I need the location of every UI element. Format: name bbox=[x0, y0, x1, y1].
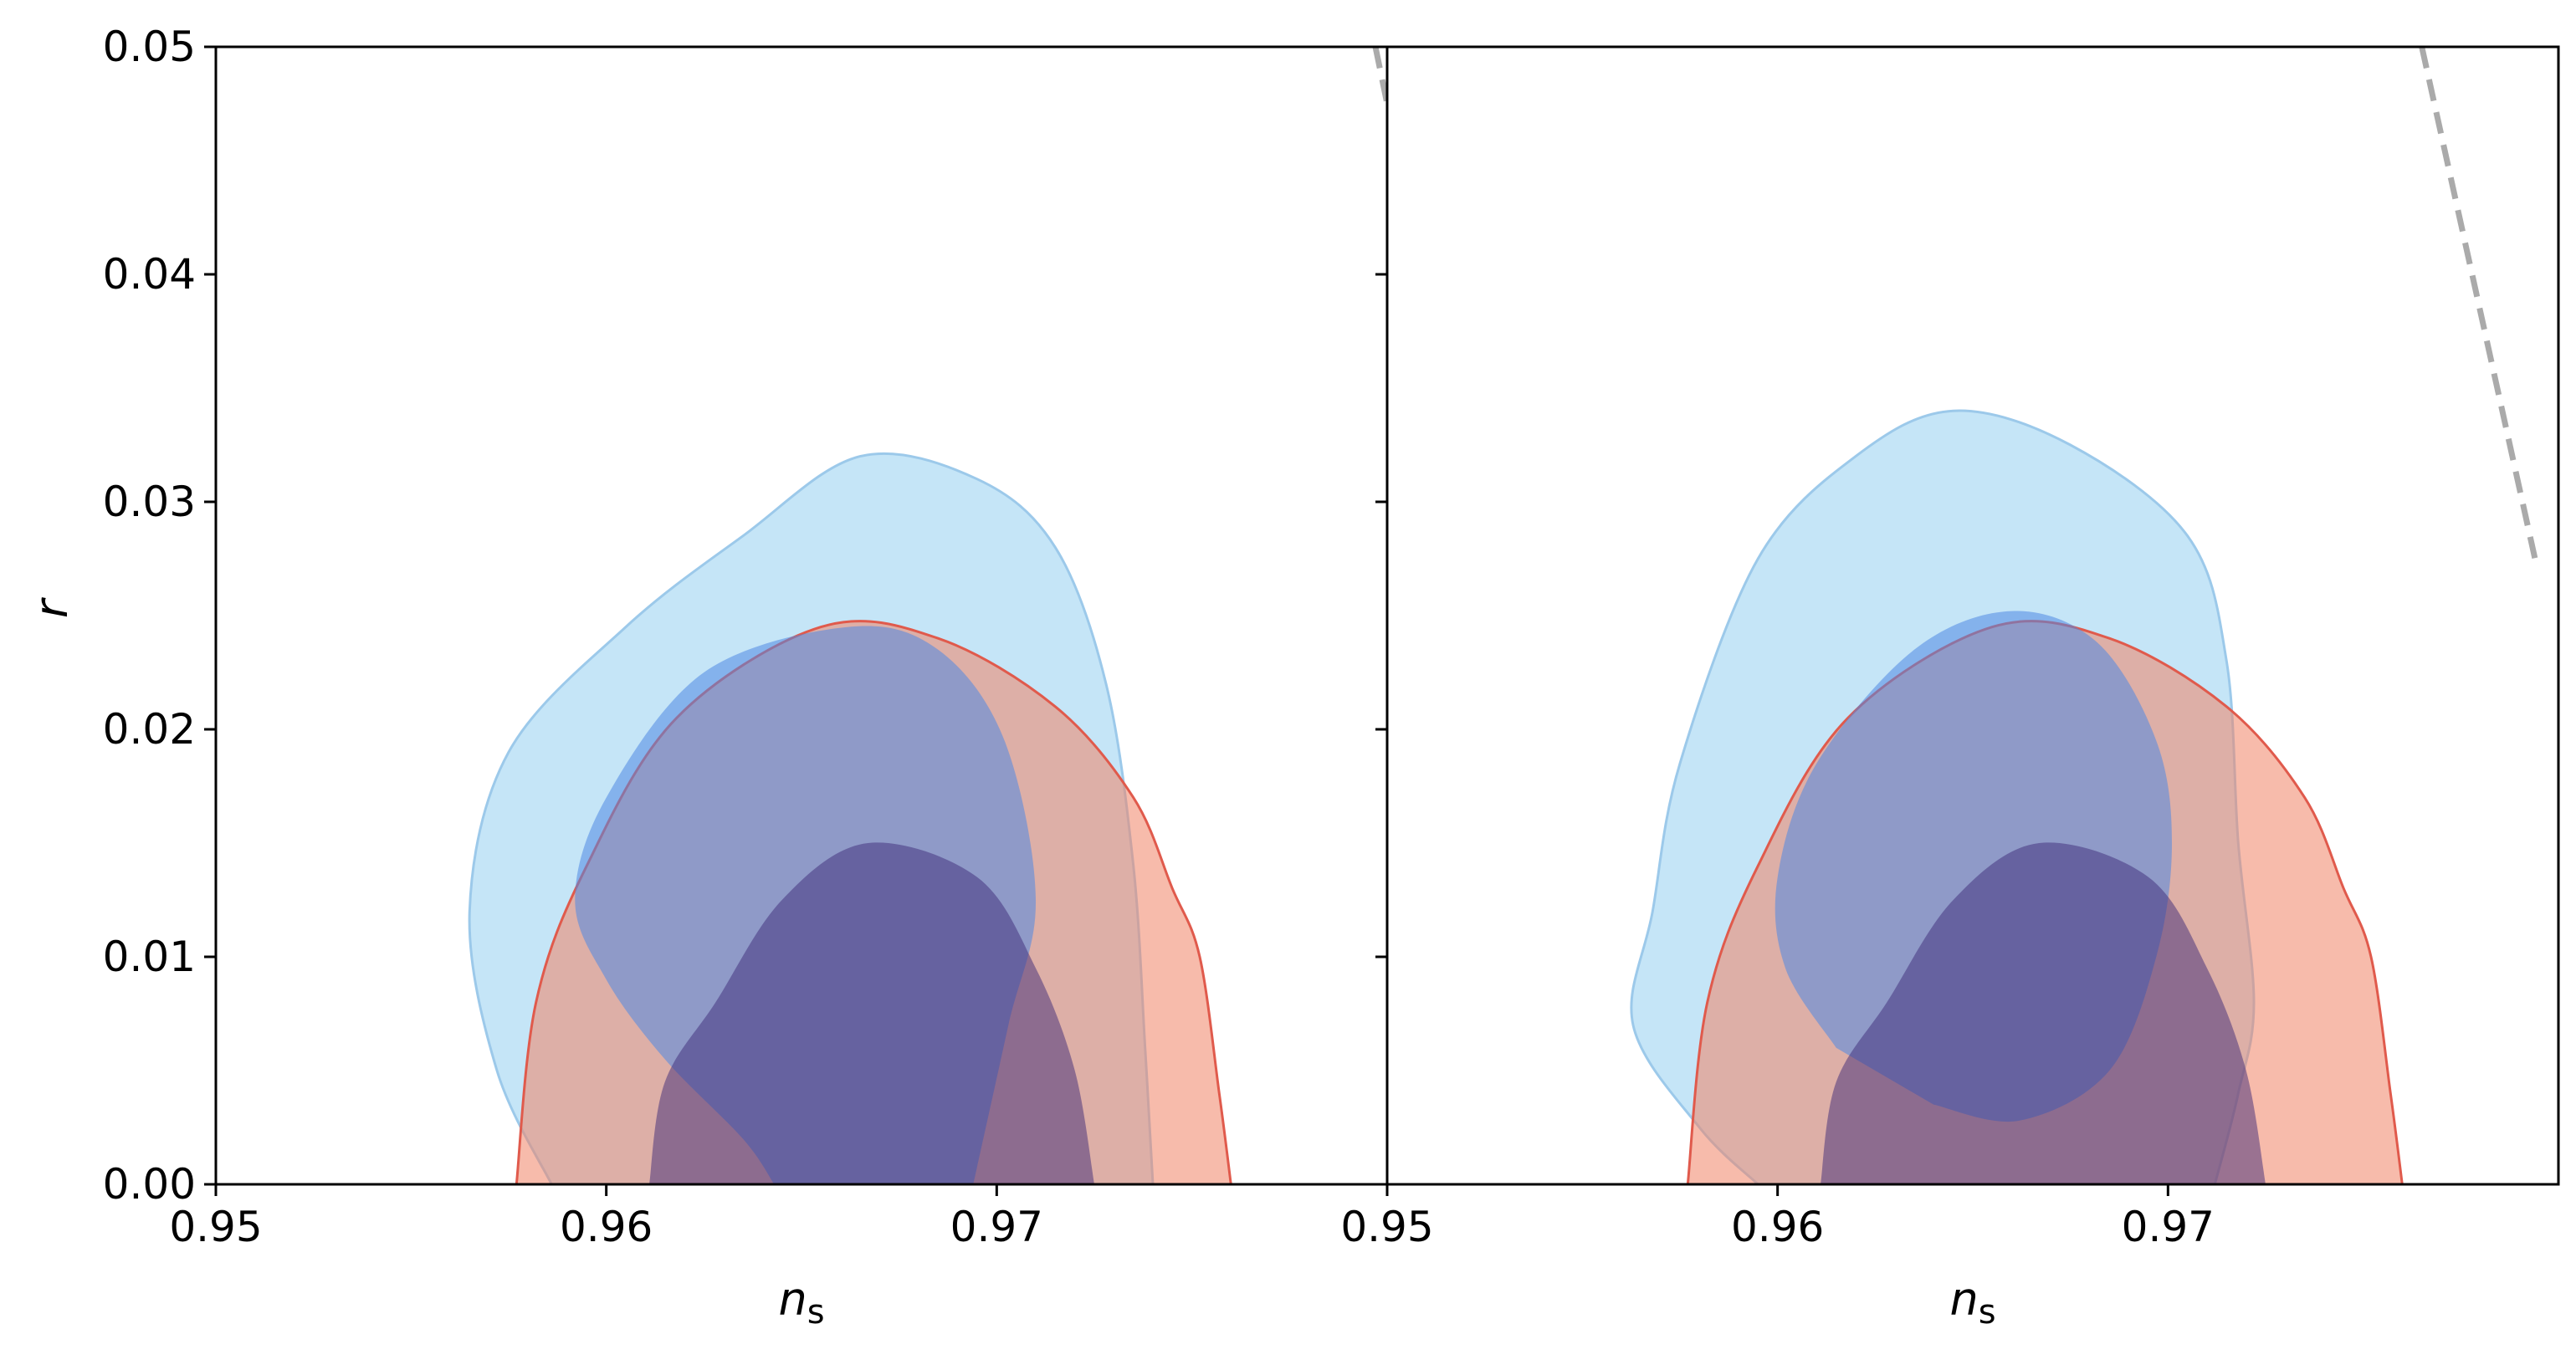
left-panel: 0.95 0.96 0.97 bbox=[169, 45, 1389, 1251]
y-tick-label: 0.03 bbox=[103, 478, 196, 526]
x-tick-label: 0.95 bbox=[169, 1203, 262, 1251]
y-tick-label: 0.05 bbox=[103, 23, 196, 71]
contour-4 bbox=[1821, 842, 2266, 1184]
x-tick-label: 0.95 bbox=[1340, 1203, 1433, 1251]
y-axis: 0.00 0.01 0.02 0.03 0.04 0.05 bbox=[103, 23, 196, 1209]
y-tick-label: 0.01 bbox=[103, 933, 196, 981]
contour-4 bbox=[649, 842, 1094, 1184]
y-axis-label: r bbox=[25, 597, 78, 618]
x-axis-label-right: ns bbox=[1949, 1273, 1995, 1332]
x-tick-label: 0.97 bbox=[2122, 1203, 2215, 1251]
x-tick-label: 0.96 bbox=[560, 1203, 653, 1251]
reference-dashed-line bbox=[2419, 47, 2538, 560]
reference-dashed-line bbox=[1372, 47, 1387, 119]
x-tick-label: 0.96 bbox=[1731, 1203, 1824, 1251]
plot-area bbox=[1630, 47, 2538, 1184]
y-tick-label: 0.04 bbox=[103, 250, 196, 299]
right-panel: 0.95 0.96 0.97 bbox=[1340, 45, 2560, 1251]
y-tick-label: 0.00 bbox=[103, 1160, 196, 1209]
x-tick-label: 0.97 bbox=[950, 1203, 1043, 1251]
x-axis-label-left: ns bbox=[778, 1273, 824, 1332]
y-tick-label: 0.02 bbox=[103, 705, 196, 754]
axes-frame bbox=[1385, 45, 2560, 1186]
plot-area bbox=[468, 47, 1387, 1184]
